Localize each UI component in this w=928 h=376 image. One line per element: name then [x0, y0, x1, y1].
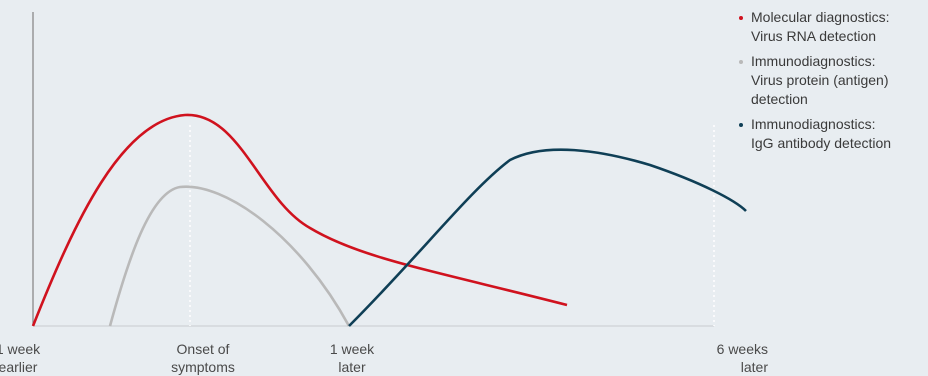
- legend-item-rna: Molecular diagnostics: Virus RNA detecti…: [737, 8, 928, 46]
- legend-label-line2: Virus protein (antigen) detection: [751, 72, 889, 107]
- x-tick-1-week-earlier: 1 week earlier: [0, 340, 78, 376]
- x-tick-line1: Onset of: [176, 341, 230, 357]
- legend-marker-igg: [739, 123, 743, 127]
- series-line-antigen: [108, 185, 351, 327]
- legend-label-line1: Molecular diagnostics:: [751, 9, 890, 25]
- x-tick-line2: earlier: [0, 359, 38, 375]
- x-tick-line2: symptoms: [171, 359, 235, 375]
- legend-label-line1: Immunodiagnostics:: [751, 53, 876, 69]
- legend-item-igg: Immunodiagnostics: IgG antibody detectio…: [737, 115, 928, 153]
- x-tick-line2: later: [740, 359, 768, 375]
- legend: Molecular diagnostics: Virus RNA detecti…: [737, 8, 928, 159]
- legend-label-line2: Virus RNA detection: [751, 28, 877, 44]
- series-line-igg: [348, 148, 747, 327]
- legend-marker-rna: [739, 16, 743, 20]
- legend-label-line1: Immunodiagnostics:: [751, 116, 876, 132]
- x-tick-line1: 1 week: [0, 341, 41, 357]
- legend-marker-antigen: [739, 60, 743, 64]
- x-tick-line1: 6 weeks: [716, 341, 768, 357]
- x-tick-onset: Onset of symptoms: [143, 340, 263, 376]
- x-tick-6-weeks-later: 6 weeks later: [648, 340, 768, 376]
- legend-item-antigen: Immunodiagnostics: Virus protein (antige…: [737, 52, 928, 109]
- legend-label-line2: IgG antibody detection: [751, 135, 892, 151]
- x-tick-line2: later: [338, 359, 366, 375]
- series-line-rna: [31, 113, 568, 327]
- x-tick-1-week-later: 1 week later: [292, 340, 412, 376]
- x-tick-line1: 1 week: [329, 341, 375, 357]
